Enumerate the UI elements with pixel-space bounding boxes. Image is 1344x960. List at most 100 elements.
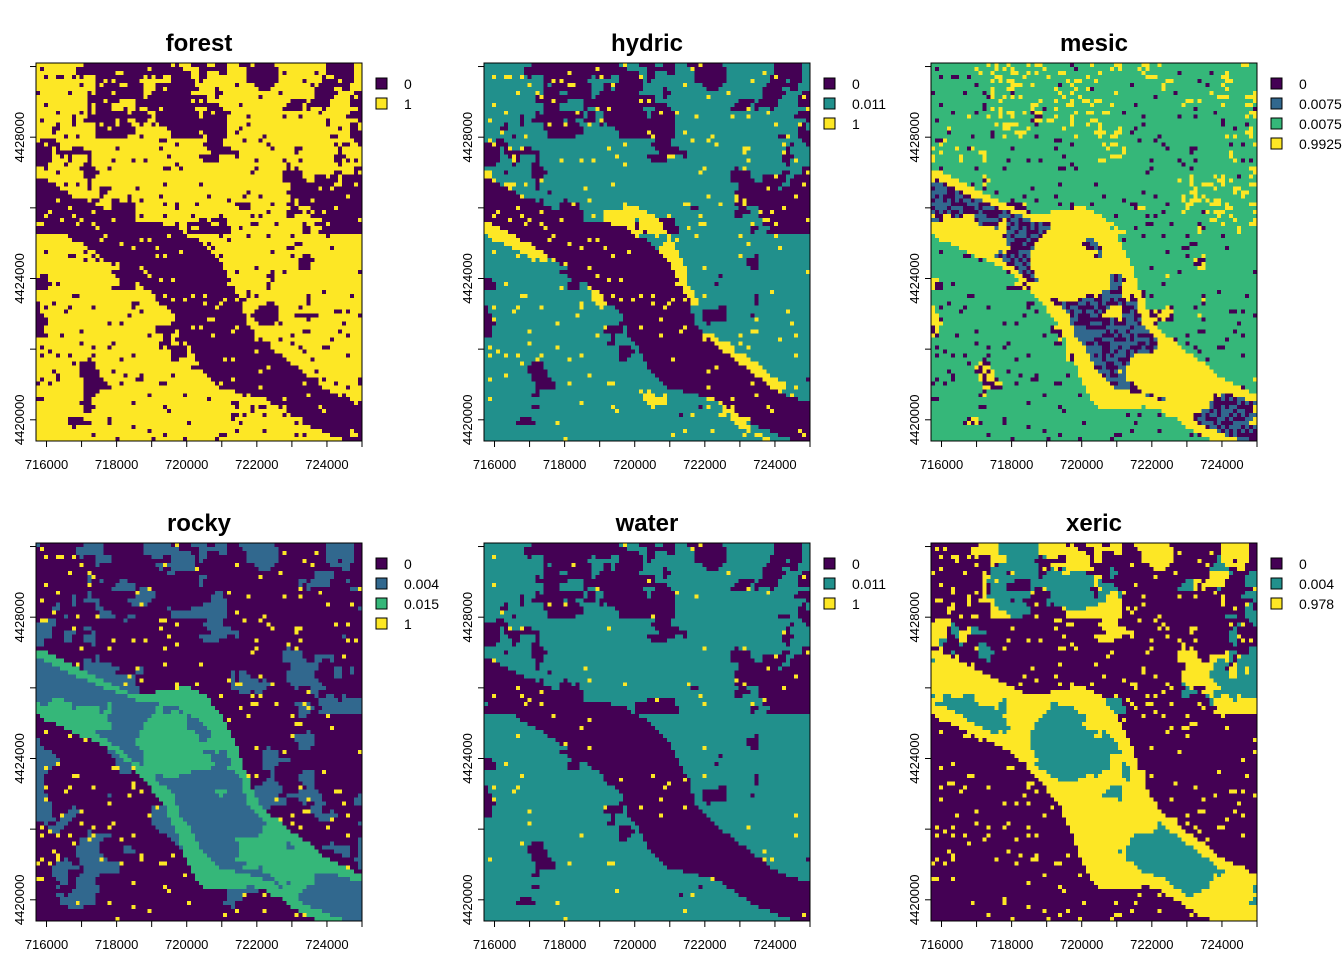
raster-cell: [334, 111, 338, 115]
raster-cell: [88, 174, 92, 178]
raster-cell: [255, 174, 259, 178]
raster-cell: [195, 178, 199, 182]
raster-cell: [342, 158, 346, 162]
raster-cell: [286, 75, 290, 79]
raster-cell: [302, 170, 306, 174]
raster-cell: [251, 166, 255, 170]
raster-cell: [119, 107, 123, 111]
raster-cell: [119, 143, 123, 147]
raster-cell: [80, 143, 84, 147]
raster-cell: [56, 147, 60, 151]
raster-cell: [302, 131, 306, 135]
raster-cell: [88, 158, 92, 162]
raster-cell: [267, 162, 271, 166]
raster-cell: [183, 107, 187, 111]
raster-cell: [76, 127, 80, 131]
raster-cell: [199, 151, 203, 155]
raster-cell: [163, 87, 167, 91]
raster-cell: [243, 135, 247, 139]
raster-cell: [235, 158, 239, 162]
raster-cell: [219, 75, 223, 79]
raster-cell: [187, 151, 191, 155]
raster-cell: [84, 87, 88, 91]
raster-cell: [199, 178, 203, 182]
raster-cell: [167, 174, 171, 178]
raster-cell: [72, 119, 76, 123]
raster-cell: [183, 127, 187, 131]
raster-cell: [159, 67, 163, 71]
raster-cell: [275, 67, 279, 71]
raster-cell: [207, 87, 211, 91]
raster-cell: [207, 166, 211, 170]
raster-cell: [108, 143, 112, 147]
raster-cell: [290, 75, 294, 79]
raster-cell: [72, 178, 76, 182]
raster-cell: [310, 83, 314, 87]
raster-cell: [243, 143, 247, 147]
raster-cell: [68, 151, 72, 155]
raster-cell: [119, 174, 123, 178]
raster-cell: [187, 147, 191, 151]
raster-cell: [203, 158, 207, 162]
raster-cell: [143, 79, 147, 83]
raster-cell: [112, 95, 116, 99]
raster-cell: [88, 166, 92, 170]
raster-cell: [100, 99, 104, 103]
raster-cell: [40, 87, 44, 91]
raster-cell: [294, 103, 298, 107]
raster-cell: [271, 83, 275, 87]
raster-cell: [191, 182, 195, 186]
raster-cell: [263, 103, 267, 107]
raster-cell: [36, 155, 40, 159]
raster-cell: [298, 115, 302, 119]
raster-cell: [294, 147, 298, 151]
raster-cell: [255, 91, 259, 95]
raster-cell: [84, 158, 88, 162]
raster-cell: [187, 119, 191, 123]
raster-cell: [326, 178, 330, 182]
raster-cell: [40, 67, 44, 71]
raster-cell: [195, 119, 199, 123]
raster-cell: [163, 174, 167, 178]
raster-cell: [251, 83, 255, 87]
raster-cell: [290, 127, 294, 131]
raster-cell: [346, 103, 350, 107]
raster-cell: [56, 151, 60, 155]
raster-cell: [135, 63, 139, 67]
raster-cell: [127, 170, 131, 174]
raster-cell: [231, 147, 235, 151]
raster-cell: [227, 166, 231, 170]
raster-cell: [84, 147, 88, 151]
raster-cell: [267, 139, 271, 143]
raster-cell: [108, 87, 112, 91]
raster-cell: [211, 155, 215, 159]
raster-cell: [247, 91, 251, 95]
raster-cell: [342, 135, 346, 139]
raster-cell: [203, 166, 207, 170]
raster-cell: [219, 119, 223, 123]
raster-cell: [326, 75, 330, 79]
raster-cell: [112, 131, 116, 135]
raster-cell: [247, 127, 251, 131]
raster-cell: [191, 75, 195, 79]
raster-cell: [100, 103, 104, 107]
raster-cell: [108, 107, 112, 111]
raster-cell: [64, 162, 68, 166]
raster-cell: [147, 178, 151, 182]
raster-cell: [187, 111, 191, 115]
raster-cell: [76, 174, 80, 178]
raster-cell: [112, 91, 116, 95]
raster-cell: [235, 71, 239, 75]
raster-cell: [314, 158, 318, 162]
raster-cell: [310, 111, 314, 115]
raster-cell: [104, 99, 108, 103]
raster-cell: [151, 170, 155, 174]
raster-cell: [231, 174, 235, 178]
raster-cell: [346, 162, 350, 166]
raster-cell: [143, 103, 147, 107]
raster-cell: [251, 67, 255, 71]
raster-cell: [68, 170, 72, 174]
raster-cell: [76, 87, 80, 91]
raster-cell: [346, 83, 350, 87]
raster-cell: [108, 119, 112, 123]
